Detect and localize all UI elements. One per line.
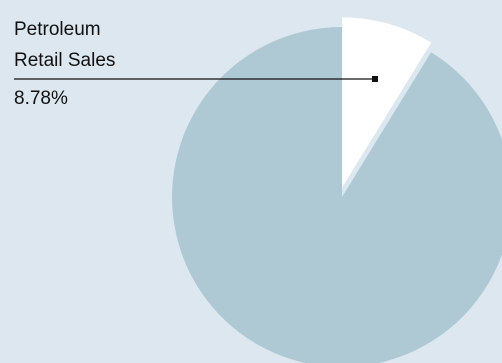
slice-label-line-2: Retail Sales <box>14 50 116 71</box>
pie-slice-petroleum-retail-sales <box>342 17 432 188</box>
leader-marker <box>372 76 378 82</box>
slice-label-line-1: Petroleum <box>14 19 101 40</box>
pie-slice-other <box>172 27 502 363</box>
slice-value-label: 8.78% <box>14 88 68 109</box>
